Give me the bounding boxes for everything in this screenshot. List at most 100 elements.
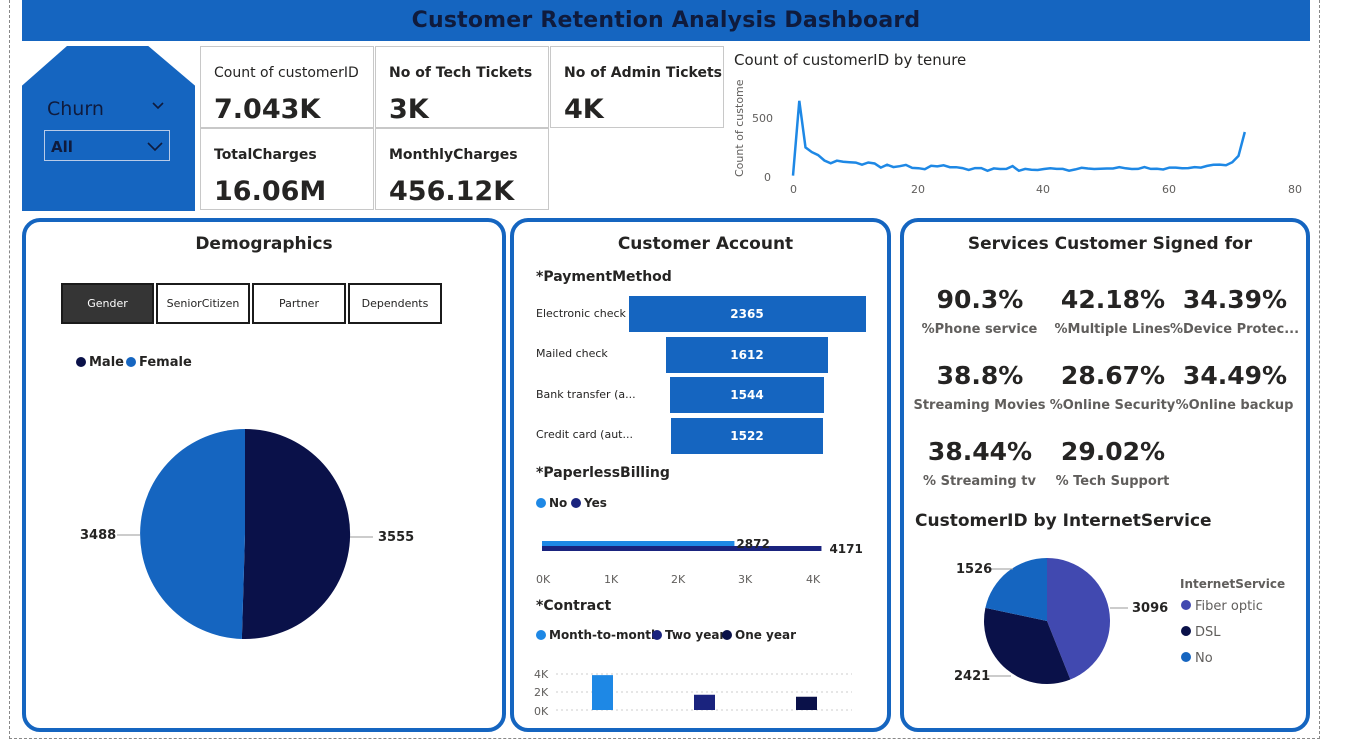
title-bar: Customer Retention Analysis Dashboard: [22, 0, 1310, 41]
contract-column-chart[interactable]: 4K 2K 0K: [530, 664, 860, 720]
legend-male[interactable]: Male: [76, 355, 124, 370]
legend-month-to-month[interactable]: Month-to-month: [536, 628, 660, 642]
service-label: %Multiple Lines: [1054, 322, 1171, 337]
tab-gender[interactable]: Gender: [61, 283, 154, 324]
payment-label: Electronic check: [536, 307, 626, 320]
kpi-count-customer: Count of customerID 7.043K: [200, 46, 374, 128]
legend-dsl[interactable]: DSL: [1195, 625, 1221, 640]
internet-legend-title: InternetService: [1180, 577, 1285, 591]
payment-label: Credit card (aut...: [536, 428, 633, 441]
kpi-value: 3K: [389, 94, 429, 125]
pie-slice-no[interactable]: [985, 558, 1047, 621]
gender-pie-chart[interactable]: 3488 3555: [60, 410, 460, 660]
pie-label-fiber: 3096: [1132, 601, 1168, 616]
kpi-tech-tickets: No of Tech Tickets 3K: [375, 46, 549, 128]
service-value: 34.49%: [1182, 361, 1288, 390]
legend-no[interactable]: No: [1195, 651, 1213, 666]
contract-y-tick: 4K: [534, 668, 549, 681]
kpi-label: Count of customerID: [214, 65, 359, 81]
pie-slice-dsl[interactable]: [984, 607, 1071, 685]
chevron-down-icon[interactable]: [151, 99, 165, 113]
tab-partner[interactable]: Partner: [252, 283, 346, 324]
service-value: 42.18%: [1060, 285, 1166, 314]
service-label: %Online Security: [1049, 398, 1176, 413]
payment-label: Bank transfer (a...: [536, 388, 636, 401]
service-label: %Device Protec...: [1169, 322, 1300, 337]
contract-title: *Contract: [536, 598, 612, 614]
legend-dot: [652, 630, 662, 640]
churn-dropdown[interactable]: All: [44, 130, 170, 161]
service-value: 34.39%: [1182, 285, 1288, 314]
service-value: 29.02%: [1060, 437, 1166, 466]
legend-label: Yes: [584, 496, 607, 510]
kpi-label: TotalCharges: [214, 147, 317, 163]
internet-pie-chart[interactable]: 1526 3096 2421 InternetService Fiber opt…: [905, 540, 1305, 700]
legend-two-year[interactable]: Two year: [652, 628, 725, 642]
page-title: Customer Retention Analysis Dashboard: [411, 8, 921, 33]
legend-one-year[interactable]: One year: [722, 628, 796, 642]
service-label: %Phone service: [921, 322, 1038, 337]
legend-label: No: [549, 496, 568, 510]
tenure-y-axis-label: Count of custome...: [733, 80, 746, 177]
tab-dependents[interactable]: Dependents: [348, 283, 442, 324]
tenure-x-tick: 60: [1162, 183, 1176, 196]
paperless-title: *PaperlessBilling: [536, 465, 670, 481]
chevron-down-icon: [147, 142, 163, 152]
service-label: %Online backup: [1175, 398, 1294, 413]
services-title: Services Customer Signed for: [967, 234, 1253, 254]
legend-fiber-optic[interactable]: Fiber optic: [1195, 599, 1263, 614]
tenure-x-tick: 0: [790, 183, 797, 196]
contract-bar[interactable]: [592, 675, 613, 710]
churn-slicer-panel: [22, 46, 195, 211]
bar-paperless-no[interactable]: [542, 541, 735, 546]
services-card: [900, 218, 1310, 732]
payment-bar[interactable]: 2365: [628, 296, 866, 332]
tenure-x-tick: 40: [1036, 183, 1050, 196]
legend-dot: [126, 357, 136, 367]
legend-label: Female: [139, 355, 192, 370]
payment-method-title: *PaymentMethod: [536, 269, 672, 285]
service-value: 38.44%: [927, 437, 1033, 466]
paperless-x-tick: 1K: [604, 573, 619, 586]
legend-dot: [571, 498, 581, 508]
legend-paperless-no[interactable]: No: [536, 496, 567, 510]
service-value: 38.8%: [936, 361, 1024, 390]
tenure-y-tick: 500: [752, 112, 773, 125]
tenure-line-chart[interactable]: Count of custome... 500 0 0 20 40 60 80: [730, 80, 1310, 200]
tenure-y-tick: 0: [764, 171, 771, 184]
pie-slice-female[interactable]: [140, 429, 245, 639]
service-label: Streaming Movies: [913, 398, 1046, 413]
contract-bar[interactable]: [694, 694, 715, 710]
payment-bar[interactable]: 1612: [666, 337, 828, 373]
churn-dropdown-value: All: [51, 138, 73, 156]
bar-label-yes: 4171: [829, 542, 862, 556]
customer-account-title: Customer Account: [617, 234, 794, 254]
demographics-title: Demographics: [195, 234, 333, 254]
contract-bar[interactable]: [796, 696, 817, 710]
pie-slice-male[interactable]: [241, 428, 351, 639]
service-label: % Streaming tv: [923, 474, 1036, 489]
legend-dot: [1181, 626, 1191, 636]
tab-senior-citizen[interactable]: SeniorCitizen: [156, 283, 250, 324]
bar-paperless-yes[interactable]: [542, 546, 822, 551]
pie-label-no: 1526: [956, 562, 992, 577]
payment-label: Mailed check: [536, 347, 608, 360]
pie-label-dsl: 2421: [954, 669, 990, 684]
pie-slice-fiber-optic[interactable]: [1047, 558, 1111, 680]
legend-paperless-yes[interactable]: Yes: [571, 496, 607, 510]
legend-dot: [76, 357, 86, 367]
legend-female[interactable]: Female: [126, 355, 192, 370]
report-canvas-border: [9, 0, 1320, 739]
kpi-value: 4K: [564, 94, 604, 125]
kpi-label: MonthlyCharges: [389, 147, 518, 163]
kpi-value: 7.043K: [214, 94, 321, 125]
contract-y-tick: 0K: [534, 705, 549, 718]
payment-bar[interactable]: 1544: [669, 377, 825, 413]
paperless-x-tick: 2K: [671, 573, 686, 586]
tenure-chart-title: Count of customerID by tenure: [734, 51, 967, 69]
legend-label: Month-to-month: [549, 628, 660, 642]
payment-bar[interactable]: 1522: [670, 418, 824, 454]
kpi-value: 16.06M: [214, 176, 327, 207]
paperless-bar-chart[interactable]: 2872 4171 0K 1K 2K 3K 4K: [530, 525, 870, 590]
service-value: 90.3%: [936, 285, 1024, 314]
